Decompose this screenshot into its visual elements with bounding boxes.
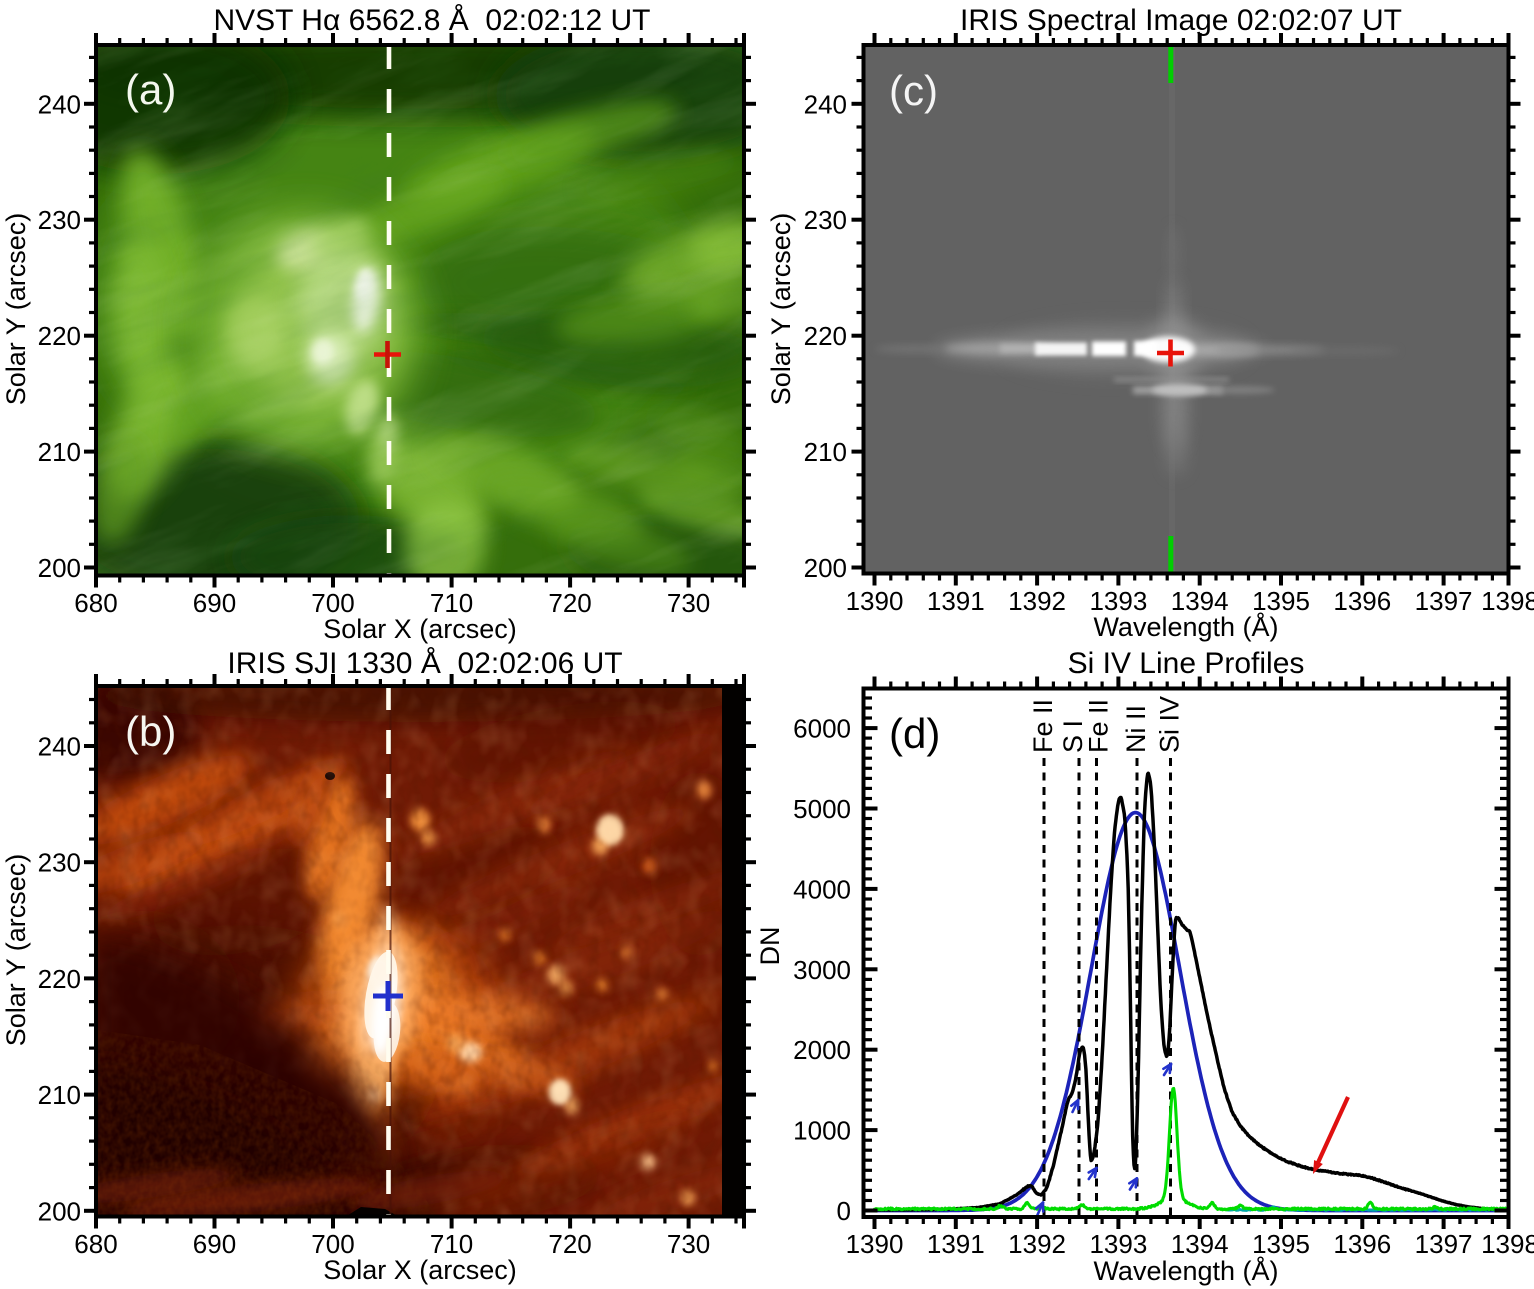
svg-text:220: 220	[804, 321, 847, 351]
svg-text:1396: 1396	[1333, 586, 1391, 616]
svg-text:680: 680	[74, 588, 117, 618]
svg-text:S I: S I	[1058, 720, 1088, 753]
svg-text:240: 240	[38, 89, 81, 119]
svg-text:Solar X (arcsec): Solar X (arcsec)	[323, 1255, 517, 1285]
svg-text:IRIS Spectral Image 02:02:07 U: IRIS Spectral Image 02:02:07 UT	[960, 4, 1402, 37]
svg-text:210: 210	[804, 437, 847, 467]
svg-text:200: 200	[804, 553, 847, 583]
svg-text:1390: 1390	[846, 586, 904, 616]
svg-text:1398: 1398	[1481, 1229, 1534, 1259]
svg-text:0: 0	[837, 1196, 851, 1226]
svg-text:(c): (c)	[889, 67, 938, 114]
svg-text:240: 240	[804, 89, 847, 119]
svg-text:Fe II: Fe II	[1084, 699, 1114, 753]
svg-text:NVST Hα 6562.8 Å 02:02:12 UT: NVST Hα 6562.8 Å 02:02:12 UT	[213, 4, 650, 37]
svg-text:1390: 1390	[846, 1229, 904, 1259]
svg-text:1397: 1397	[1415, 586, 1473, 616]
svg-text:1395: 1395	[1252, 1229, 1310, 1259]
svg-text:230: 230	[38, 848, 81, 878]
svg-text:Si IV: Si IV	[1155, 696, 1185, 753]
svg-text:4000: 4000	[793, 874, 851, 904]
svg-text:(a): (a)	[125, 66, 176, 113]
svg-text:Solar X (arcsec): Solar X (arcsec)	[323, 614, 517, 644]
svg-text:IRIS SJI 1330 Å 02:02:06 UT: IRIS SJI 1330 Å 02:02:06 UT	[227, 647, 622, 680]
svg-text:240: 240	[38, 732, 81, 762]
svg-text:Ni II: Ni II	[1121, 705, 1151, 753]
svg-text:1393: 1393	[1089, 586, 1147, 616]
svg-text:(d): (d)	[889, 710, 940, 757]
svg-text:Si IV Line Profiles: Si IV Line Profiles	[1068, 647, 1305, 680]
svg-text:1395: 1395	[1252, 586, 1310, 616]
svg-text:Fe II: Fe II	[1028, 699, 1058, 753]
svg-text:1394: 1394	[1171, 1229, 1229, 1259]
svg-text:5000: 5000	[793, 794, 851, 824]
svg-text:230: 230	[38, 205, 81, 235]
svg-text:700: 700	[311, 1229, 354, 1259]
svg-text:Solar Y (arcsec): Solar Y (arcsec)	[766, 213, 796, 406]
svg-text:720: 720	[548, 1229, 591, 1259]
svg-text:730: 730	[667, 588, 710, 618]
svg-text:Wavelength (Å): Wavelength (Å)	[1093, 611, 1278, 642]
svg-text:210: 210	[38, 1080, 81, 1110]
svg-text:(b): (b)	[125, 708, 176, 755]
svg-text:210: 210	[38, 437, 81, 467]
svg-text:710: 710	[430, 588, 473, 618]
svg-text:230: 230	[804, 205, 847, 235]
svg-text:6000: 6000	[793, 714, 851, 744]
svg-text:730: 730	[667, 1229, 710, 1259]
svg-text:680: 680	[74, 1229, 117, 1259]
svg-text:1398: 1398	[1481, 586, 1534, 616]
svg-text:2000: 2000	[793, 1035, 851, 1065]
svg-text:1391: 1391	[927, 1229, 985, 1259]
svg-text:720: 720	[548, 588, 591, 618]
svg-text:690: 690	[193, 1229, 236, 1259]
svg-text:1396: 1396	[1333, 1229, 1391, 1259]
svg-text:1397: 1397	[1415, 1229, 1473, 1259]
svg-text:200: 200	[38, 553, 81, 583]
svg-text:1392: 1392	[1008, 586, 1066, 616]
svg-text:Wavelength (Å): Wavelength (Å)	[1093, 1255, 1278, 1286]
svg-text:710: 710	[430, 1229, 473, 1259]
svg-text:Solar Y (arcsec): Solar Y (arcsec)	[1, 854, 31, 1047]
svg-text:220: 220	[38, 321, 81, 351]
svg-text:1394: 1394	[1171, 586, 1229, 616]
svg-text:1392: 1392	[1008, 1229, 1066, 1259]
svg-text:200: 200	[38, 1196, 81, 1226]
svg-text:1393: 1393	[1089, 1229, 1147, 1259]
svg-text:700: 700	[311, 588, 354, 618]
svg-text:DN: DN	[755, 927, 785, 966]
svg-text:1391: 1391	[927, 586, 985, 616]
svg-text:Solar Y (arcsec): Solar Y (arcsec)	[1, 213, 31, 406]
svg-text:220: 220	[38, 964, 81, 994]
svg-text:690: 690	[193, 588, 236, 618]
svg-text:3000: 3000	[793, 955, 851, 985]
svg-text:1000: 1000	[793, 1116, 851, 1146]
